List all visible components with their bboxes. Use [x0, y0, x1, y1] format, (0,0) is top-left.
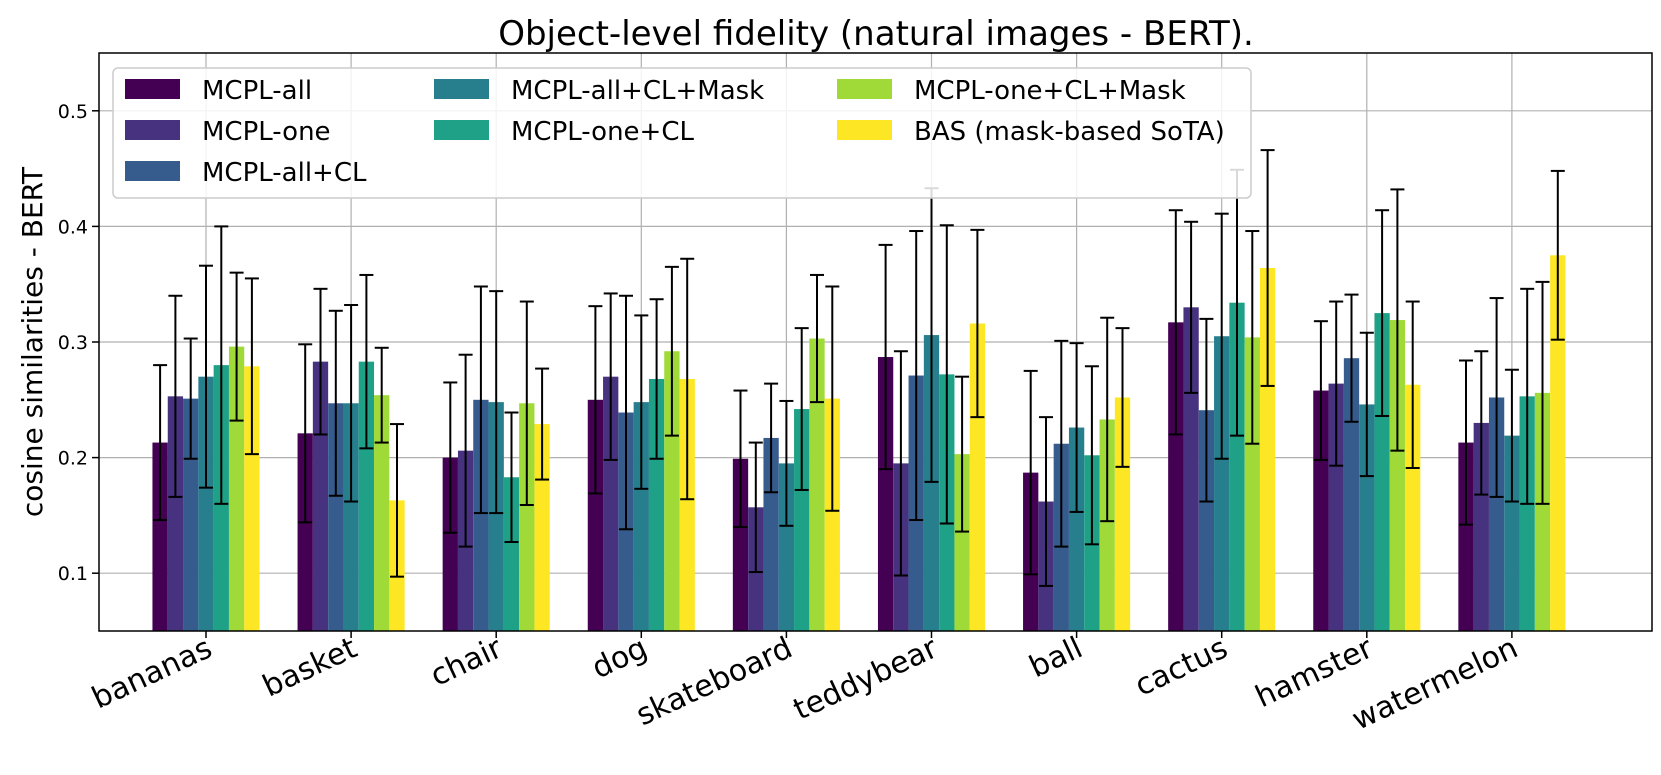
chart-title: Object-level fidelity (natural images - …	[498, 14, 1254, 54]
legend-swatch	[837, 120, 892, 140]
legend-box	[112, 67, 1252, 199]
y-tick-label: 0.2	[58, 448, 88, 470]
x-tick-label: chair	[425, 630, 508, 694]
legend: MCPL-all MCPL-one MCPL-all+CL MCPL-all+CL+M…	[112, 67, 1252, 199]
bar	[1550, 255, 1566, 632]
bar	[1374, 313, 1390, 631]
bar	[228, 346, 245, 631]
legend-label: BAS (mask-based SoTA)	[914, 117, 1225, 147]
bar	[328, 403, 344, 631]
bar	[1473, 422, 1489, 631]
bar	[503, 477, 520, 631]
bar	[809, 338, 825, 631]
bar	[534, 424, 550, 631]
bar	[1504, 435, 1520, 631]
error-bars	[153, 149, 1565, 587]
bar	[1534, 392, 1551, 631]
bar	[969, 323, 986, 631]
bar	[587, 399, 604, 631]
legend-label: MCPL-all+CL	[202, 158, 367, 188]
bar	[877, 357, 894, 631]
bar	[1198, 410, 1215, 631]
legend-label: MCPL-one	[202, 117, 331, 147]
bar	[1244, 337, 1260, 631]
legend-swatch	[125, 79, 180, 99]
x-tick-label: watermelon	[1347, 631, 1523, 738]
bar	[1405, 384, 1421, 631]
legend-label: MCPL-all+CL+Mask	[511, 76, 764, 106]
bar	[488, 402, 504, 631]
bar	[183, 398, 199, 631]
legend-swatch	[434, 120, 489, 140]
bar	[1229, 302, 1245, 631]
bar	[603, 376, 619, 631]
bar	[343, 403, 359, 631]
bar	[1259, 268, 1276, 631]
bar	[374, 395, 390, 631]
bar	[1488, 397, 1505, 631]
bar	[152, 442, 168, 631]
x-axis-ticks: bananas basket chair dogskateboardteddybear…	[87, 630, 1524, 737]
legend-swatch	[125, 120, 180, 140]
x-tick-label: bananas	[87, 631, 218, 717]
bars	[152, 255, 1566, 632]
bar	[648, 378, 665, 631]
x-tick-label: skateboard	[631, 631, 798, 734]
bar	[473, 399, 489, 631]
bar	[198, 376, 214, 631]
bar	[794, 409, 810, 631]
legend-label: MCPL-one+CL	[511, 117, 694, 147]
bar	[1114, 397, 1131, 631]
bar	[1359, 404, 1375, 631]
bar	[954, 454, 970, 631]
y-axis-ticks: 0.1 0.2 0.3 0.4 0.5	[58, 101, 99, 585]
x-tick-label: teddybear	[788, 630, 943, 727]
x-tick-label: cactus	[1130, 631, 1233, 704]
bar	[1389, 320, 1406, 631]
bar	[1214, 336, 1230, 631]
bar	[519, 403, 535, 631]
bar	[1183, 307, 1199, 631]
legend-swatch	[837, 79, 892, 99]
bar	[664, 351, 680, 631]
y-axis-label: cosine similarities - BERT	[16, 166, 49, 517]
legend-label: MCPL-all	[202, 76, 312, 106]
y-tick-label: 0.1	[58, 563, 88, 585]
bar	[442, 457, 458, 631]
bar	[1458, 442, 1474, 631]
bar	[312, 361, 329, 631]
x-tick-label: dog	[587, 631, 653, 687]
bar	[1168, 322, 1184, 631]
bar	[1068, 427, 1085, 631]
bar	[1519, 396, 1535, 631]
bar	[1313, 390, 1329, 631]
legend-swatch	[125, 161, 180, 181]
bar	[297, 433, 313, 631]
x-tick-label: ball	[1024, 631, 1088, 686]
y-tick-label: 0.5	[58, 101, 88, 123]
bar	[679, 378, 695, 631]
y-tick-label: 0.4	[58, 216, 88, 238]
x-tick-label: basket	[257, 630, 362, 704]
bar	[167, 396, 184, 631]
legend-swatch	[434, 79, 489, 99]
bar	[732, 458, 749, 631]
bar	[244, 366, 260, 631]
bar	[1343, 358, 1360, 631]
bar	[923, 335, 940, 631]
y-tick-label: 0.3	[58, 332, 88, 354]
legend-label: MCPL-one+CL+Mask	[914, 76, 1186, 106]
bar	[1099, 419, 1115, 631]
bar	[1328, 383, 1344, 631]
bar	[633, 402, 649, 631]
bar	[778, 463, 795, 631]
bar	[763, 437, 779, 631]
bar	[358, 361, 375, 631]
bar	[824, 398, 840, 631]
